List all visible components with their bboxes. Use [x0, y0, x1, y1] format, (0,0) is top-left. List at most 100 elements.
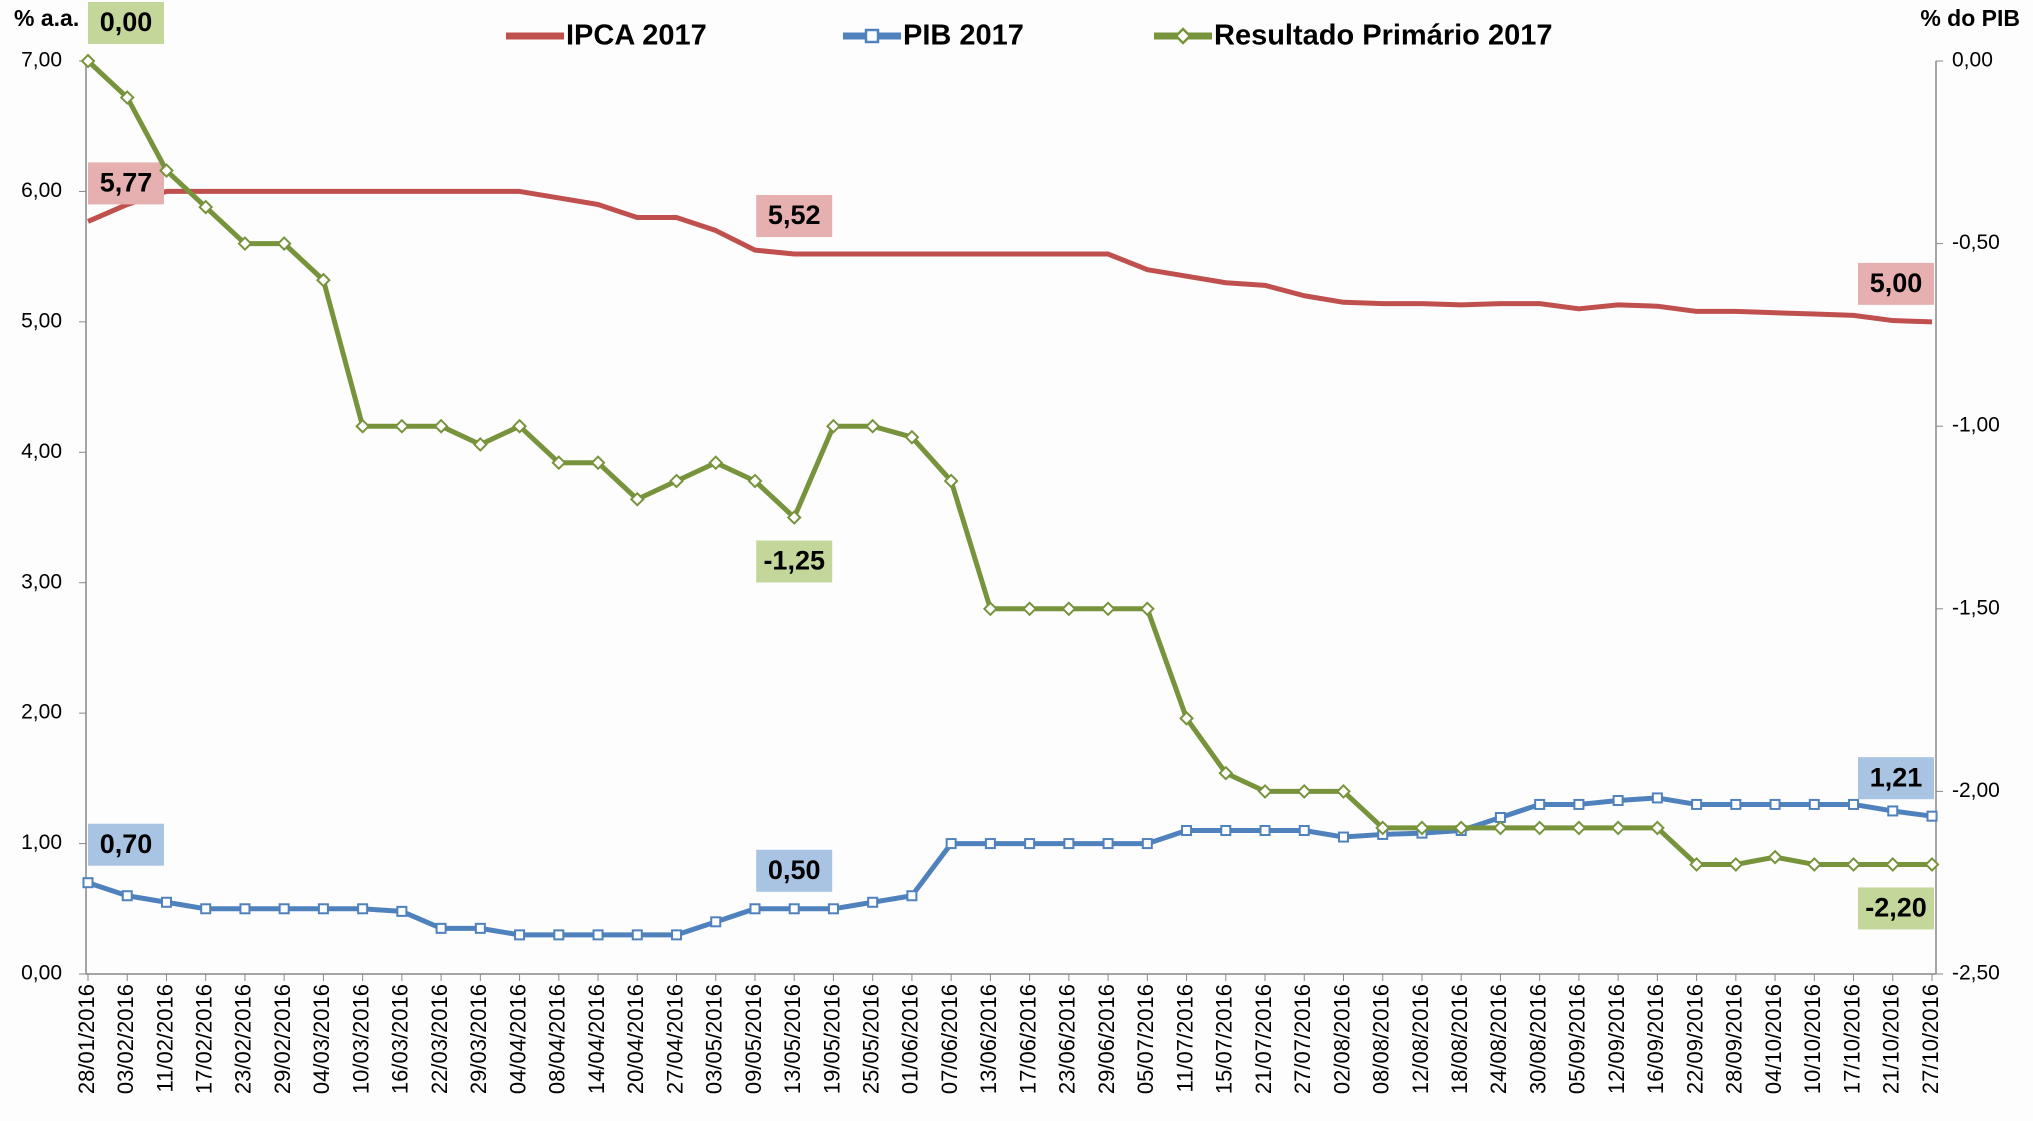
x-tick-label: 01/06/2016	[898, 984, 923, 1094]
marker	[472, 437, 488, 452]
data-label-box	[88, 823, 164, 866]
data-label-box	[1858, 757, 1934, 800]
marker	[669, 473, 684, 489]
marker	[200, 903, 212, 915]
data-label-box	[756, 849, 833, 892]
data-label-box	[1858, 887, 1934, 930]
marker	[433, 418, 449, 434]
marker	[1924, 857, 1940, 872]
marker	[1063, 838, 1075, 850]
marker	[1220, 825, 1232, 837]
marker	[671, 929, 683, 941]
legend-marker	[864, 28, 880, 44]
marker	[1730, 798, 1742, 810]
marker	[276, 236, 292, 252]
legend-label: PIB 2017	[903, 20, 1024, 52]
marker	[1691, 798, 1703, 810]
marker	[631, 929, 643, 941]
marker	[1139, 601, 1155, 617]
marker	[1885, 857, 1901, 872]
x-tick-label: 20/04/2016	[623, 984, 648, 1094]
data-label: 1,21	[1870, 762, 1923, 792]
marker	[788, 903, 800, 915]
marker	[1179, 710, 1194, 726]
x-tick-label: 28/09/2016	[1722, 984, 1747, 1094]
x-tick-label: 04/04/2016	[505, 984, 530, 1094]
marker	[278, 903, 290, 915]
marker	[82, 877, 94, 889]
y-axis-title: % a.a.	[14, 5, 79, 31]
x-tick-label: 08/04/2016	[545, 984, 570, 1094]
marker	[1728, 857, 1744, 872]
marker	[357, 903, 369, 915]
y-tick-label: 4,00	[21, 440, 62, 463]
y-tick-label: 6,00	[21, 179, 62, 202]
marker	[119, 90, 135, 105]
marker	[629, 491, 645, 507]
x-tick-label: 11/02/2016	[152, 984, 177, 1092]
data-label-box	[756, 540, 833, 583]
marker	[590, 455, 606, 471]
marker	[867, 896, 879, 908]
marker	[1493, 820, 1508, 836]
x-tick-label: 27/04/2016	[662, 984, 687, 1094]
marker	[1612, 795, 1624, 807]
x-tick-label: 15/07/2016	[1212, 984, 1237, 1094]
x-tick-label: 29/03/2016	[466, 984, 491, 1094]
x-tick-label: 22/03/2016	[427, 984, 452, 1094]
marker	[592, 929, 604, 941]
x-tick-label: 17/02/2016	[192, 984, 217, 1094]
marker	[1649, 820, 1665, 836]
marker	[982, 601, 998, 617]
y2-tick-label: -2,00	[1952, 779, 2000, 802]
x-tick-label: 30/08/2016	[1525, 984, 1550, 1094]
marker	[315, 272, 331, 288]
x-tick-label: 16/09/2016	[1643, 984, 1668, 1094]
marker	[1806, 857, 1822, 872]
x-tick-label: 21/07/2016	[1251, 984, 1276, 1094]
x-tick-label: 28/01/2016	[74, 984, 99, 1094]
marker	[1022, 601, 1038, 617]
marker	[1375, 820, 1391, 836]
marker	[394, 418, 410, 434]
y-tick-label: 3,00	[21, 570, 62, 593]
y2-tick-label: -1,50	[1952, 596, 2000, 619]
x-tick-label: 29/02/2016	[270, 984, 295, 1094]
x-tick-label: 08/08/2016	[1369, 984, 1394, 1094]
x-tick-label: 21/10/2016	[1879, 984, 1904, 1094]
x-tick-label: 27/07/2016	[1290, 984, 1315, 1094]
x-tick-label: 03/02/2016	[113, 984, 138, 1094]
legend-label: IPCA 2017	[566, 20, 707, 52]
y2-tick-label: 0,00	[1952, 49, 1993, 72]
marker	[1767, 849, 1783, 865]
marker	[160, 896, 172, 908]
marker	[749, 903, 761, 915]
x-tick-label: 19/05/2016	[819, 984, 844, 1094]
marker	[237, 236, 253, 252]
x-tick-label: 09/05/2016	[741, 984, 766, 1094]
marker	[1573, 798, 1585, 810]
x-tick-label: 04/10/2016	[1761, 984, 1786, 1094]
marker	[198, 199, 214, 215]
y-tick-label: 0,00	[21, 962, 62, 985]
x-tick-label: 23/06/2016	[1055, 984, 1080, 1094]
marker	[159, 163, 174, 178]
data-label: 0,70	[100, 829, 153, 859]
marker	[826, 418, 841, 434]
marker	[1257, 783, 1273, 799]
marker	[1102, 838, 1114, 850]
marker	[1926, 810, 1938, 822]
marker	[984, 838, 996, 850]
marker	[553, 929, 565, 941]
x-tick-label: 02/08/2016	[1329, 984, 1354, 1094]
marker	[710, 916, 722, 928]
marker	[317, 903, 329, 915]
y-tick-label: 5,00	[21, 309, 62, 332]
marker	[906, 890, 918, 902]
x-tick-label: 04/03/2016	[309, 984, 334, 1094]
y2-tick-label: -2,50	[1952, 962, 2000, 985]
y-tick-label: 1,00	[21, 831, 62, 854]
marker	[708, 455, 724, 471]
marker	[1141, 838, 1153, 850]
x-tick-label: 23/02/2016	[231, 984, 256, 1094]
